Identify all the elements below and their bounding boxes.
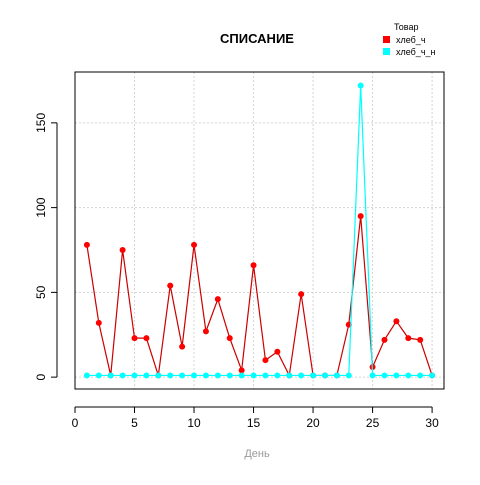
data-point <box>381 372 388 379</box>
data-point <box>298 372 305 379</box>
x-axis: 0 5 10 15 20 25 30 <box>72 406 439 430</box>
data-point <box>250 372 257 379</box>
data-point <box>381 336 388 343</box>
y-tick-label: 150 <box>34 113 48 133</box>
data-point <box>155 372 162 379</box>
data-point <box>167 372 174 379</box>
data-point <box>250 262 257 269</box>
legend-swatch-series-1 <box>383 36 390 43</box>
data-point <box>333 372 340 379</box>
data-point <box>214 372 221 379</box>
data-point <box>83 241 90 248</box>
data-point <box>357 82 364 89</box>
series-2 <box>83 82 436 379</box>
data-point <box>167 282 174 289</box>
data-point <box>369 372 376 379</box>
y-tick-label: 50 <box>34 285 48 299</box>
x-tick-label: 25 <box>366 416 380 430</box>
data-point <box>274 348 281 355</box>
data-point <box>107 372 114 379</box>
data-point <box>202 372 209 379</box>
legend: Товар хлеб_ч хлеб_ч_н <box>383 22 436 57</box>
data-point <box>226 335 233 342</box>
data-point <box>345 372 352 379</box>
x-axis-label: День <box>244 448 270 460</box>
data-point <box>298 291 305 298</box>
data-point <box>119 246 126 253</box>
plot-frame <box>74 71 445 390</box>
data-point <box>286 372 293 379</box>
data-point <box>262 372 269 379</box>
series-layer <box>83 82 436 379</box>
legend-label-series-1: хлеб_ч <box>396 35 426 45</box>
data-point <box>83 372 90 379</box>
data-point <box>143 335 150 342</box>
x-tick-label: 20 <box>306 416 320 430</box>
data-point <box>321 372 328 379</box>
data-point <box>310 372 317 379</box>
data-point <box>429 372 436 379</box>
data-point <box>214 296 221 303</box>
data-point <box>191 372 198 379</box>
data-point <box>405 372 412 379</box>
y-axis: 0 50 100 150 <box>34 113 58 380</box>
legend-title: Товар <box>394 22 419 32</box>
data-point <box>179 372 186 379</box>
data-point <box>238 367 245 374</box>
x-tick-label: 0 <box>72 416 79 430</box>
y-tick-label: 0 <box>34 373 48 380</box>
data-point <box>191 241 198 248</box>
data-point <box>238 372 245 379</box>
data-point <box>417 336 424 343</box>
data-point <box>417 372 424 379</box>
legend-label-series-2: хлеб_ч_н <box>396 47 436 57</box>
data-point <box>119 372 126 379</box>
data-point <box>131 335 138 342</box>
data-point <box>143 372 150 379</box>
x-tick-label: 15 <box>247 416 261 430</box>
legend-swatch-series-2 <box>383 48 390 55</box>
chart-title: СПИСАНИЕ <box>220 31 294 46</box>
data-point <box>95 319 102 326</box>
data-point <box>226 372 233 379</box>
data-point <box>357 213 364 220</box>
data-point <box>405 335 412 342</box>
data-point <box>393 318 400 325</box>
data-point <box>202 328 209 335</box>
data-point <box>393 372 400 379</box>
data-point <box>95 372 102 379</box>
data-point <box>179 343 186 350</box>
x-tick-label: 10 <box>187 416 201 430</box>
data-point <box>262 357 269 364</box>
data-point <box>131 372 138 379</box>
data-point <box>274 372 281 379</box>
x-tick-label: 5 <box>131 416 138 430</box>
y-tick-label: 100 <box>34 197 48 217</box>
x-tick-label: 30 <box>425 416 439 430</box>
